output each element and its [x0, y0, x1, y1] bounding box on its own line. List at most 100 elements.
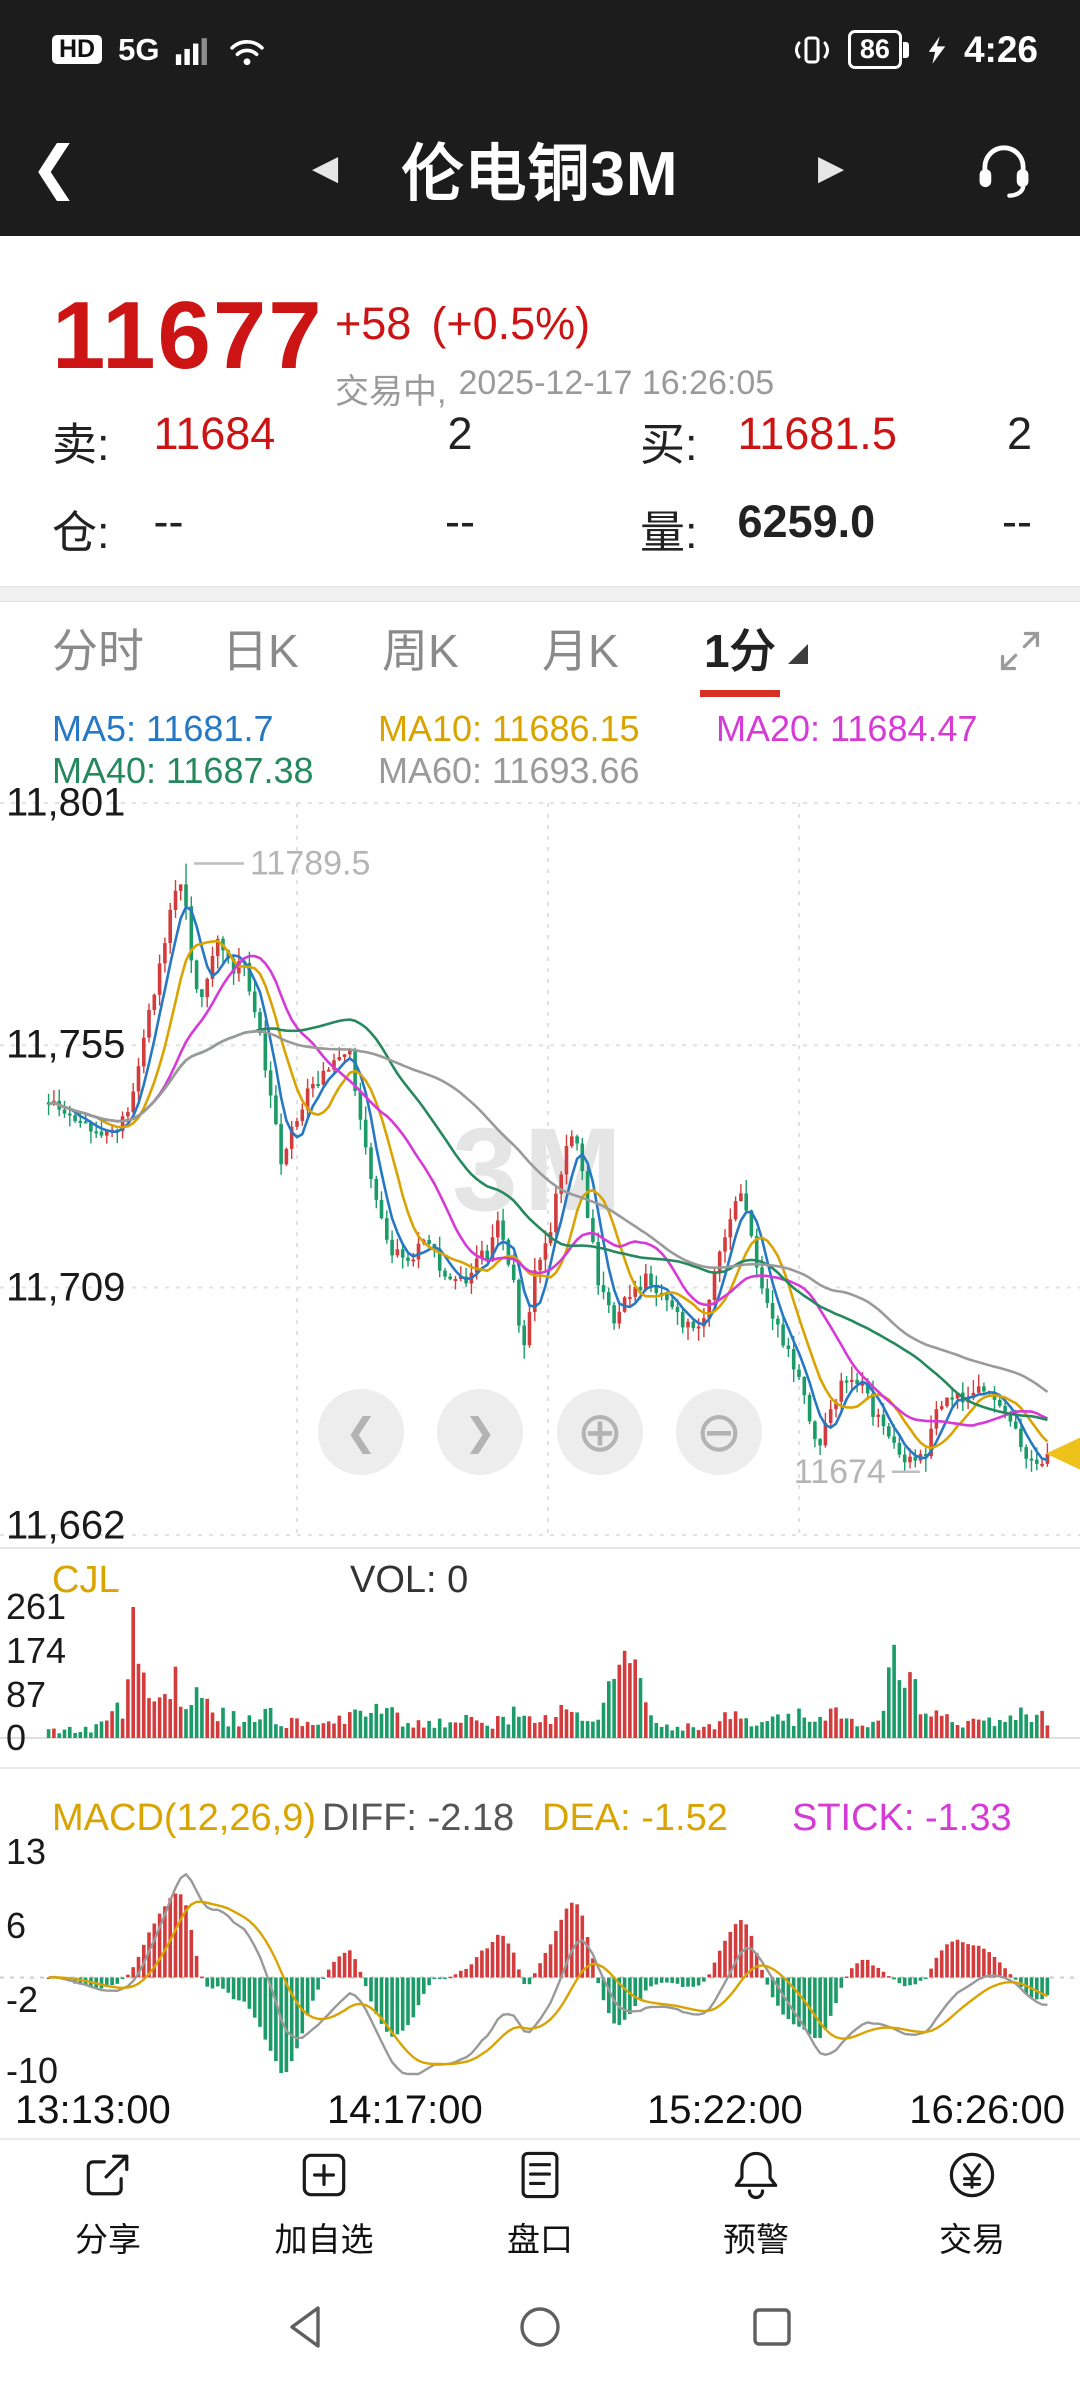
macd-title-label[interactable]: MACD(12,26,9) — [52, 1797, 316, 1839]
title-bar: ❮ ◀ 伦电铜3M ▶ — [0, 99, 1080, 236]
timeframe-dropdown-caret-icon[interactable] — [788, 644, 808, 664]
last-price: 11677 — [52, 282, 324, 389]
volume-chart[interactable] — [0, 1549, 1080, 1771]
pan-right-button[interactable]: ❯ — [437, 1389, 523, 1475]
pan-left-button[interactable]: ❮ — [318, 1389, 404, 1475]
macd-tick-1: 13 — [6, 1831, 47, 1872]
vibrate-icon — [794, 36, 829, 63]
quote-datetime: 2025-12-17 16:26:05 — [458, 364, 775, 402]
quote-panel: 11677 +58 (+0.5%) 交易中, 2025-12-17 16:26:… — [0, 236, 1080, 586]
tab-timeshare[interactable]: 分时 — [52, 625, 144, 677]
tab-weekly-k[interactable]: 周K — [382, 625, 459, 677]
alert-button[interactable]: 预警 — [648, 2140, 864, 2266]
tab-1min-selected[interactable]: 1分 — [700, 625, 780, 697]
next-instrument-button[interactable]: ▶ — [818, 148, 845, 187]
add-watchlist-icon — [302, 2153, 346, 2197]
price-tick-4: 11,662 — [6, 1503, 126, 1548]
dea-value-label: DEA: -1.52 — [542, 1797, 728, 1839]
status-bar-left: HD 5G — [52, 32, 267, 68]
trading-status: 交易中, — [335, 373, 447, 411]
time-tick-2: 14:17:00 — [327, 2088, 483, 2132]
diff-value-label: DIFF: -2.18 — [322, 1797, 515, 1839]
ma-indicator-labels: MA5: 11681.7 MA10: 11686.15 MA20: 11684.… — [0, 700, 1080, 791]
time-tick-4: 16:26:00 — [909, 2088, 1065, 2132]
fullscreen-expand-icon[interactable] — [996, 627, 1044, 675]
ask-size: 2 — [447, 408, 473, 459]
volume-tick-3: 87 — [6, 1674, 47, 1715]
cjl-label[interactable]: CJL — [52, 1559, 120, 1601]
prev-instrument-button[interactable]: ◀ — [312, 148, 339, 187]
ma5-label: MA5: 11681.7 — [52, 708, 274, 749]
volume-label: 量: — [640, 507, 698, 558]
chevron-right-icon: ❯ — [464, 1411, 496, 1454]
zoom-in-icon: ⊕ — [576, 1400, 624, 1463]
status-bar: HD 5G 86 4:26 — [0, 0, 1080, 99]
orderbook-label: 盘口 — [507, 2221, 573, 2258]
session-status: 交易中, 2025-12-17 16:26:05 — [335, 364, 774, 413]
android-recents-button[interactable] — [746, 2301, 798, 2353]
bid-size: 2 — [1006, 408, 1032, 459]
macd-panel: MACD(12,26,9) DIFF: -2.18 DEA: -1.52 STI… — [0, 1771, 1080, 2091]
add-watchlist-button[interactable]: 加自选 — [216, 2140, 432, 2266]
change-percent: (+0.5%) — [431, 298, 591, 349]
android-home-button[interactable] — [514, 2301, 566, 2353]
candlestick-chart[interactable]: 11789.5 11674 — [0, 784, 1080, 1538]
ask-price: 11684 — [153, 408, 276, 459]
android-back-button[interactable] — [282, 2301, 334, 2353]
price-change: +58 (+0.5%) — [335, 298, 590, 350]
candlestick-chart-panel: 3M 11789.5 11674 11,801 11,755 11,709 11,… — [0, 780, 1080, 1548]
charging-bolt-icon — [928, 35, 946, 64]
customer-service-icon[interactable] — [970, 134, 1038, 202]
tab-daily-k[interactable]: 日K — [222, 625, 299, 677]
clock-label: 4:26 — [963, 28, 1038, 70]
timeframe-tabs: 分时 日K 周K 月K 1分 — [0, 602, 1080, 700]
volume-tick-4: 0 — [6, 1717, 27, 1758]
zoom-in-button[interactable]: ⊕ — [557, 1389, 643, 1475]
time-tick-1: 13:13:00 — [15, 2088, 171, 2132]
svg-text:11789.5: 11789.5 — [250, 845, 370, 883]
price-tick-1: 11,801 — [6, 780, 126, 825]
change-value: +58 — [335, 298, 412, 349]
orderbook-button[interactable]: 盘口 — [432, 2140, 648, 2266]
status-bar-right: 86 4:26 — [792, 29, 1038, 71]
back-button[interactable]: ❮ — [30, 134, 79, 200]
macd-tick-4: -10 — [6, 2050, 59, 2091]
price-tick-2: 11,755 — [6, 1022, 126, 1067]
battery-indicator: 86 — [847, 29, 902, 70]
alert-label: 预警 — [723, 2221, 789, 2258]
orderbook-icon — [521, 2151, 559, 2199]
android-navigation-bar — [0, 2266, 1080, 2388]
ma20-label: MA20: 11684.47 — [716, 708, 978, 749]
add-watchlist-label: 加自选 — [274, 2221, 374, 2258]
tab-monthly-k[interactable]: 月K — [542, 625, 619, 677]
volume-tick-1: 261 — [6, 1586, 67, 1627]
share-icon — [86, 2154, 129, 2196]
macd-chart[interactable] — [0, 1771, 1080, 2085]
share-label: 分享 — [75, 2221, 141, 2258]
trade-button[interactable]: 交易 — [864, 2140, 1080, 2266]
section-divider — [0, 586, 1080, 602]
bid-label: 买: — [640, 419, 698, 470]
stick-value-label: STICK: -1.33 — [792, 1797, 1012, 1839]
price-tick-3: 11,709 — [6, 1265, 126, 1310]
network-type-label: 5G — [118, 31, 160, 67]
ask-label: 卖: — [52, 419, 110, 470]
chevron-left-icon: ❮ — [345, 1411, 377, 1454]
trade-yuan-icon — [949, 2152, 995, 2198]
position-value: -- — [153, 496, 184, 547]
macd-tick-2: 6 — [6, 1905, 27, 1946]
zoom-out-button[interactable]: ⊖ — [676, 1389, 762, 1475]
bottom-toolbar: 分享 加自选 盘口 预警 — [0, 2138, 1080, 2266]
macd-tick-3: -2 — [6, 1979, 39, 2020]
ma10-label: MA10: 11686.15 — [378, 708, 640, 749]
alert-bell-icon — [734, 2151, 778, 2200]
volume-tick-2: 174 — [6, 1630, 67, 1671]
bid-price: 11681.5 — [737, 408, 897, 459]
wifi-icon — [230, 39, 265, 65]
volume-panel: CJL VOL: 0 261 174 87 0 — [0, 1547, 1080, 1769]
position-mid-value: -- — [445, 496, 475, 547]
position-label: 仓: — [52, 507, 110, 558]
volume-right-value: -- — [1002, 496, 1032, 547]
share-button[interactable]: 分享 — [0, 2140, 216, 2266]
